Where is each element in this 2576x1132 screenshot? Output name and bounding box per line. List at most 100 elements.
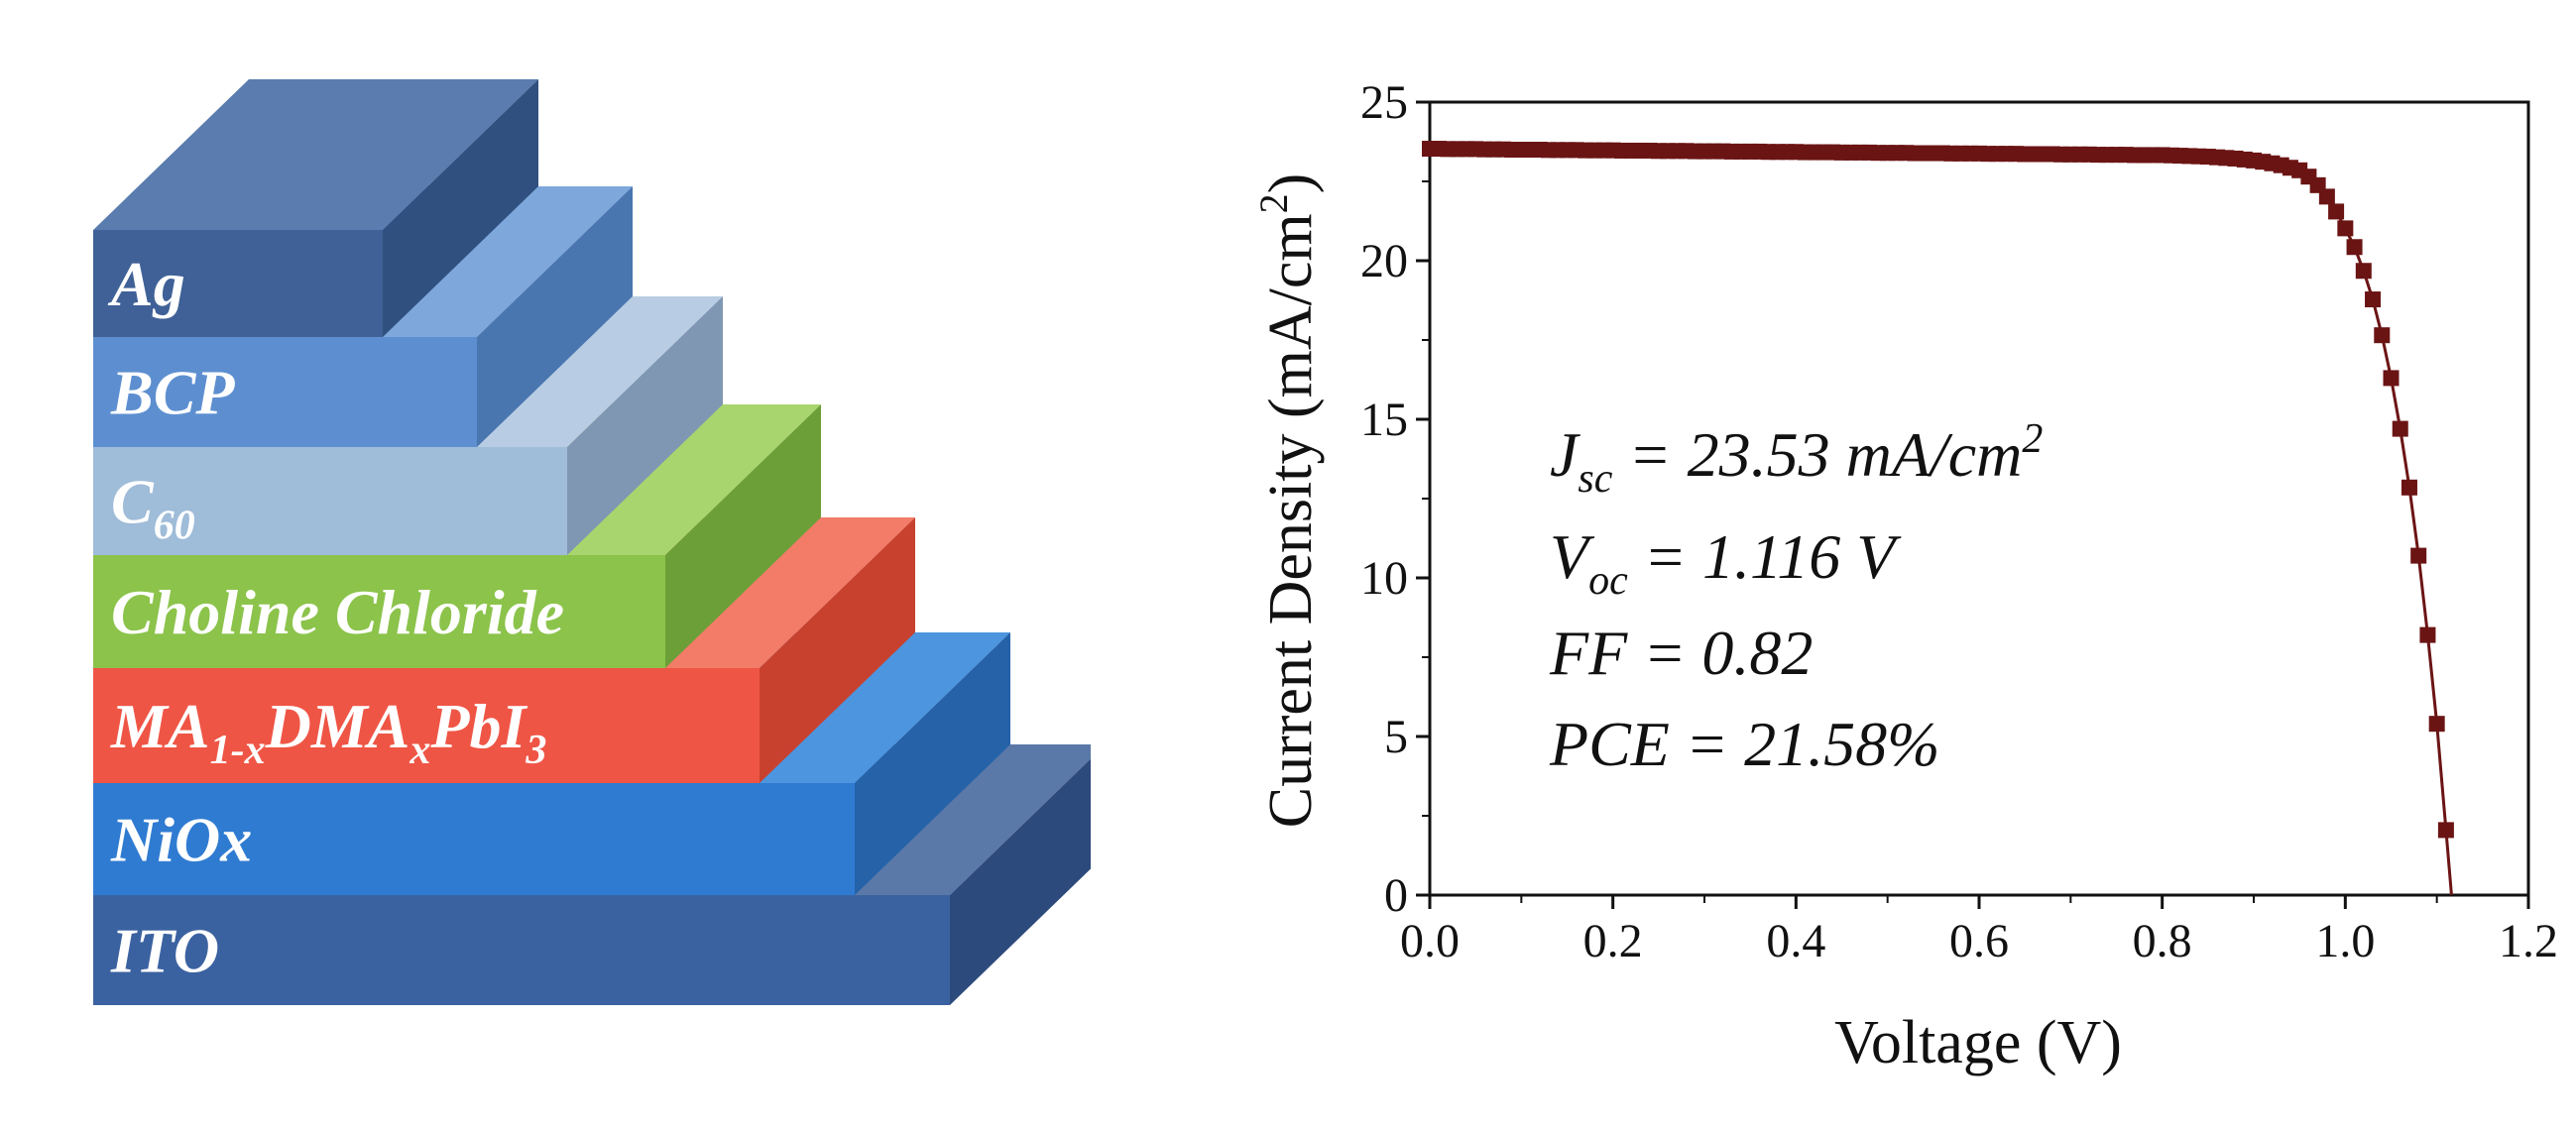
data-point-marker [1934, 145, 1951, 162]
data-point-marker [2419, 626, 2436, 643]
data-point-marker [1697, 143, 1712, 160]
data-point-marker [1888, 145, 1905, 162]
annotation-text: PCE = 21.58% [1549, 709, 1939, 779]
plot-frame [1428, 100, 2530, 897]
data-point-marker [1522, 142, 1539, 158]
layer-front-face [93, 895, 950, 1005]
layer-label-subscript: 60 [154, 504, 195, 549]
data-point-marker [2255, 154, 2272, 170]
layer-label-text: BCP [110, 358, 235, 428]
y-tick-label: 20 [1360, 235, 1408, 287]
data-point-marker [2117, 147, 2134, 164]
data-point-marker [2026, 146, 2043, 163]
data-point-marker [2090, 147, 2107, 164]
data-point-marker [2428, 716, 2445, 733]
data-point-marker [2374, 327, 2391, 344]
data-point-marker [2236, 151, 2253, 168]
data-point-marker [2300, 169, 2317, 185]
layer-front-face [93, 555, 665, 668]
y-tick-label: 5 [1384, 711, 1408, 763]
data-point-marker [2246, 152, 2262, 169]
data-point-marker [1998, 146, 2015, 163]
data-point-marker [2099, 147, 2116, 164]
y-tick-label: 15 [1360, 394, 1408, 446]
data-point-marker [2209, 149, 2226, 166]
data-point-marker [1732, 143, 1749, 160]
data-point-marker [1925, 145, 1941, 162]
data-point-marker [1678, 143, 1695, 160]
layer-label-text: NiOx [110, 805, 252, 875]
data-point-marker [1541, 142, 1558, 159]
layer-label-text: DMA [265, 691, 410, 761]
data-point-marker [2053, 146, 2070, 163]
layer-label-text: C [111, 467, 155, 537]
data-point-marker [2108, 147, 2125, 164]
layer-front-face [93, 230, 383, 337]
data-point-marker [1751, 143, 1768, 160]
data-point-marker [1742, 143, 1759, 160]
data-point-marker [1806, 144, 1822, 161]
device-structure-diagram: ITO NiOx MA1-xDMAxPbI3 Choline Chloride C60 B… [93, 79, 1091, 1005]
layer-label-text: MA [110, 691, 210, 761]
layer-side-face [567, 296, 723, 555]
data-point-marker [1476, 141, 1493, 158]
data-point-marker [2355, 263, 2372, 280]
data-point-marker [1660, 143, 1677, 160]
data-point-marker [1842, 144, 1859, 161]
layer-label-text: PbI [429, 691, 527, 761]
annotation-subscript: oc [1588, 558, 1628, 604]
data-point-marker [1604, 142, 1621, 159]
data-point-marker [2400, 479, 2417, 496]
data-point-marker [1467, 141, 1484, 158]
x-tick-label: 1.0 [2315, 915, 2375, 967]
data-point-marker [1898, 145, 1915, 162]
data-point-marker [2410, 547, 2427, 564]
data-point-marker [2273, 157, 2289, 173]
annotation-1: Voc = 1.116 V [1550, 521, 1902, 604]
x-tick-label: 0.8 [2133, 915, 2192, 967]
data-point-marker [2309, 176, 2326, 193]
data-point-marker [1513, 142, 1530, 158]
x-tick-label: 0.4 [1766, 915, 1825, 967]
data-point-marker [2218, 150, 2235, 167]
data-point-marker [2071, 146, 2088, 163]
data-point-marker [1980, 146, 1997, 163]
data-point-marker [2062, 146, 2079, 163]
layer-front-face [93, 337, 477, 447]
data-point-marker [1595, 142, 1612, 159]
data-point-marker [1705, 143, 1722, 160]
data-point-marker [2154, 147, 2170, 164]
data-point-marker [1559, 142, 1576, 159]
annotation-superscript: 2 [2022, 416, 2043, 462]
layer-label: MA1-xDMAxPbI3 [110, 691, 546, 773]
data-point-marker [1714, 143, 1731, 160]
data-point-marker [1961, 145, 1978, 162]
data-point-marker [2328, 203, 2345, 220]
data-point-marker [1879, 145, 1896, 162]
layer-top-face [93, 79, 538, 230]
data-point-marker [1494, 141, 1511, 158]
layer-front-face [93, 783, 855, 895]
y-tick-label: 0 [1384, 869, 1408, 922]
data-point-marker [2163, 147, 2179, 164]
data-point-marker [1815, 144, 1832, 161]
data-point-marker [1650, 143, 1667, 160]
layer-front-face [93, 447, 567, 555]
data-point-marker [2227, 150, 2244, 167]
data-point-marker [2044, 146, 2060, 163]
annotation-text: FF = 0.82 [1549, 618, 1813, 688]
data-point-marker [2126, 147, 2143, 164]
layer-label-subscript: x [409, 728, 430, 773]
data-point-marker [2145, 147, 2162, 164]
data-point-marker [1861, 144, 1878, 161]
data-point-marker [1568, 142, 1584, 159]
data-point-marker [1788, 144, 1805, 161]
data-point-marker [2437, 822, 2454, 839]
data-point-marker [2383, 370, 2400, 387]
data-point-marker [1632, 142, 1649, 159]
data-point-marker [1485, 141, 1502, 158]
layer-label: Ag [107, 249, 185, 319]
data-point-marker [2035, 146, 2051, 163]
data-point-marker [1907, 145, 1924, 162]
data-point-marker [1440, 141, 1457, 158]
